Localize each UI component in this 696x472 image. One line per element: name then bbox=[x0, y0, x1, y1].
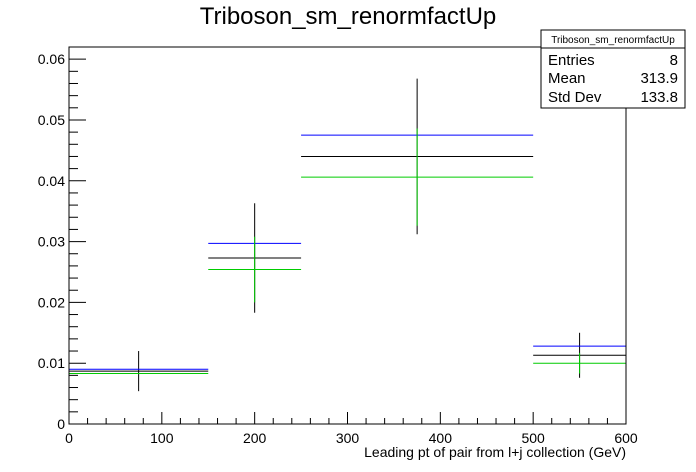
plot-area bbox=[69, 78, 626, 392]
stats-stddev-label: Std Dev bbox=[548, 89, 602, 106]
x-tick-label: 600 bbox=[614, 430, 638, 446]
y-tick-label: 0.03 bbox=[38, 234, 65, 250]
y-tick-label: 0.01 bbox=[38, 355, 65, 371]
stats-stddev-value: 133.8 bbox=[640, 89, 678, 106]
y-tick-label: 0 bbox=[57, 416, 65, 432]
stats-box: Triboson_sm_renormfactUp Entries 8 Mean … bbox=[540, 29, 686, 109]
stats-mean-value: 313.9 bbox=[640, 70, 678, 87]
series-2 bbox=[69, 128, 626, 375]
x-tick-label: 400 bbox=[429, 430, 453, 446]
y-tick-label: 0.04 bbox=[38, 173, 65, 189]
stats-box-title: Triboson_sm_renormfactUp bbox=[551, 35, 675, 46]
x-tick-label: 300 bbox=[336, 430, 360, 446]
y-tick-label: 0.02 bbox=[38, 294, 65, 310]
y-tick-label: 0.05 bbox=[38, 112, 65, 128]
stats-mean-label: Mean bbox=[548, 70, 586, 87]
series-0 bbox=[69, 78, 626, 392]
stats-entries-label: Entries bbox=[548, 52, 595, 69]
series-1 bbox=[69, 134, 626, 370]
stats-box-frame bbox=[540, 29, 686, 109]
x-tick-label: 100 bbox=[150, 430, 174, 446]
chart-title: Triboson_sm_renormfactUp bbox=[200, 3, 497, 30]
x-tick-label: 500 bbox=[521, 430, 545, 446]
x-tick-label: 200 bbox=[243, 430, 267, 446]
stats-entries-value: 8 bbox=[670, 52, 678, 69]
x-axis-label: Leading pt of pair from l+j collection (… bbox=[364, 444, 626, 460]
y-tick-label: 0.06 bbox=[38, 51, 65, 67]
x-tick-label: 0 bbox=[65, 430, 73, 446]
axes: 0 100 200 300 400 500 600 0 0.01 0.02 0.03 0.04 0.05… bbox=[38, 46, 638, 446]
